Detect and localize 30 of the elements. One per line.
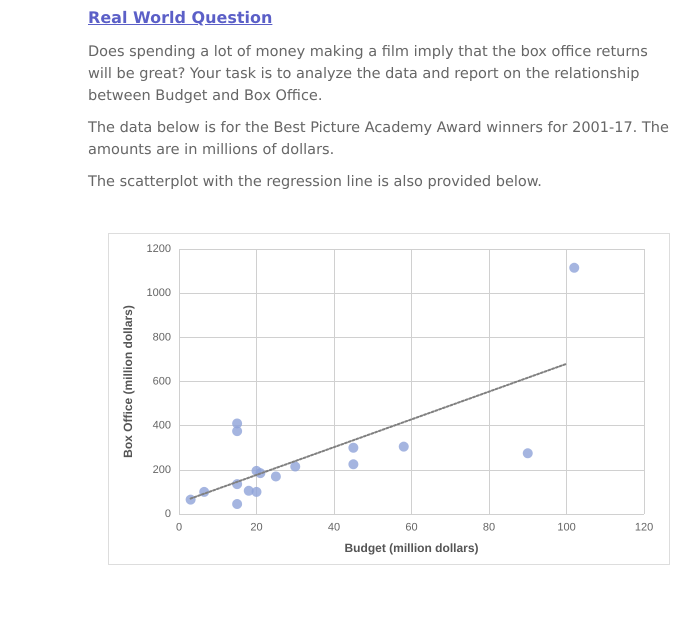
point <box>398 442 409 452</box>
point <box>232 499 242 510</box>
x-axis-title: Budget (million dollars) <box>344 541 478 555</box>
y-tick-label: 1200 <box>146 243 171 255</box>
point <box>348 442 358 453</box>
y-tick-label: 400 <box>152 420 171 432</box>
y-tick-label: 600 <box>152 376 171 388</box>
x-tick-label: 120 <box>634 522 654 534</box>
point <box>569 262 580 273</box>
point <box>290 462 300 472</box>
point <box>252 486 262 497</box>
x-tick-label: 100 <box>557 522 576 534</box>
y-axis-title: Box Office (million dollars) <box>121 305 135 458</box>
x-tick-label: 40 <box>328 522 340 534</box>
x-tick-label: 80 <box>482 522 496 534</box>
point <box>522 448 533 458</box>
chart-title: Real World Question <box>88 8 274 27</box>
point <box>270 471 281 482</box>
text: The scatterplot with the regression line is also provided below. <box>88 173 543 192</box>
x-tick-label: 60 <box>405 522 418 534</box>
point <box>232 426 242 436</box>
x-tick-label: 20 <box>250 522 263 534</box>
y-tick-label: 800 <box>152 331 171 344</box>
text: Does spending a lot of money making a film imply that the box office returns will be great? Your task is to analyze the data and report on the relationship between Budget and Box Office. <box>88 43 649 106</box>
y-tick-label: 1000 <box>146 287 171 300</box>
x-tick-label: 0 <box>176 522 182 534</box>
y-tick-label: 200 <box>152 464 171 476</box>
point <box>348 459 358 470</box>
text: The data below is for the Best Picture Academy Award winners for 2001-17. The amounts are in millions of dollars. <box>88 119 670 160</box>
y-tick-label: 0 <box>164 508 171 520</box>
